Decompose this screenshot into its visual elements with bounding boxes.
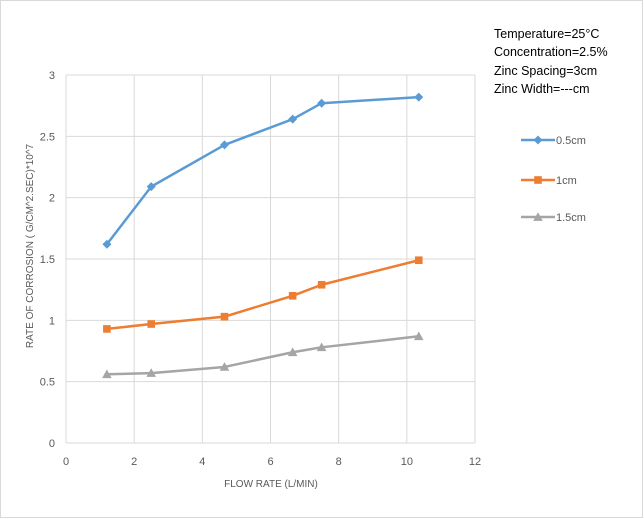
x-tick-label: 0 — [63, 456, 69, 468]
legend-label-0.5cm: 0.5cm — [556, 135, 586, 147]
data-point-0.5cm — [146, 182, 156, 192]
y-tick-label: 0.5 — [40, 377, 55, 389]
legend-marker-0.5cm — [533, 135, 543, 145]
data-point-1.5cm — [287, 347, 298, 357]
data-point-1.5cm — [219, 362, 230, 371]
y-tick-label: 2.5 — [40, 131, 55, 143]
y-tick-label: 1.5 — [40, 254, 55, 266]
data-point-1.5cm — [316, 342, 327, 352]
data-point-1cm — [220, 312, 229, 321]
legend-label-1cm: 1cm — [556, 175, 577, 187]
x-axis-title: FLOW RATE (L/MIN) — [224, 479, 318, 490]
series-line-1.5cm — [106, 335, 419, 376]
data-point-1.5cm — [146, 368, 157, 377]
y-tick-label: 1 — [49, 315, 55, 327]
data-point-1cm — [103, 325, 111, 333]
x-tick-label: 8 — [336, 456, 342, 468]
note-concentration: Concentration=2.5% — [494, 45, 608, 59]
data-point-1.5cm — [413, 331, 424, 341]
data-point-1cm — [317, 280, 326, 289]
x-tick-label: 10 — [401, 456, 413, 468]
legend: 0.5cm 1cm 1.5cm — [521, 135, 586, 224]
data-point-1cm — [147, 320, 156, 328]
series-line-1cm — [106, 259, 420, 331]
y-tick-label: 3 — [49, 70, 55, 82]
y-tick-label: 0 — [49, 438, 55, 450]
data-point-0.5cm — [414, 92, 424, 102]
data-point-1.5cm — [102, 369, 112, 379]
legend-marker-1cm — [534, 176, 542, 184]
data-point-0.5cm — [102, 239, 112, 249]
data-point-0.5cm — [317, 98, 327, 108]
note-temperature: Temperature=25°C — [494, 27, 599, 41]
note-zinc-width: Zinc Width=---cm — [494, 82, 590, 96]
legend-marker-1.5cm — [533, 212, 543, 221]
data-point-0.5cm — [219, 140, 229, 150]
condition-notes: Temperature=25°C Concentration=2.5% Zinc… — [494, 27, 608, 96]
legend-label-1.5cm: 1.5cm — [556, 212, 586, 224]
data-point-1cm — [288, 292, 297, 300]
x-tick-label: 2 — [131, 456, 137, 468]
x-tick-label: 6 — [267, 456, 273, 468]
x-tick-label: 12 — [469, 456, 481, 468]
data-point-1cm — [414, 256, 423, 265]
note-zinc-spacing: Zinc Spacing=3cm — [494, 64, 597, 78]
data-point-0.5cm — [288, 114, 298, 124]
series-line-0.5cm — [105, 95, 419, 246]
y-axis-title: RATE OF CORROSION ( G/CM^2.SEC)*10^7 — [25, 143, 36, 348]
x-tick-label: 4 — [199, 456, 205, 468]
y-tick-label: 2 — [49, 193, 55, 205]
